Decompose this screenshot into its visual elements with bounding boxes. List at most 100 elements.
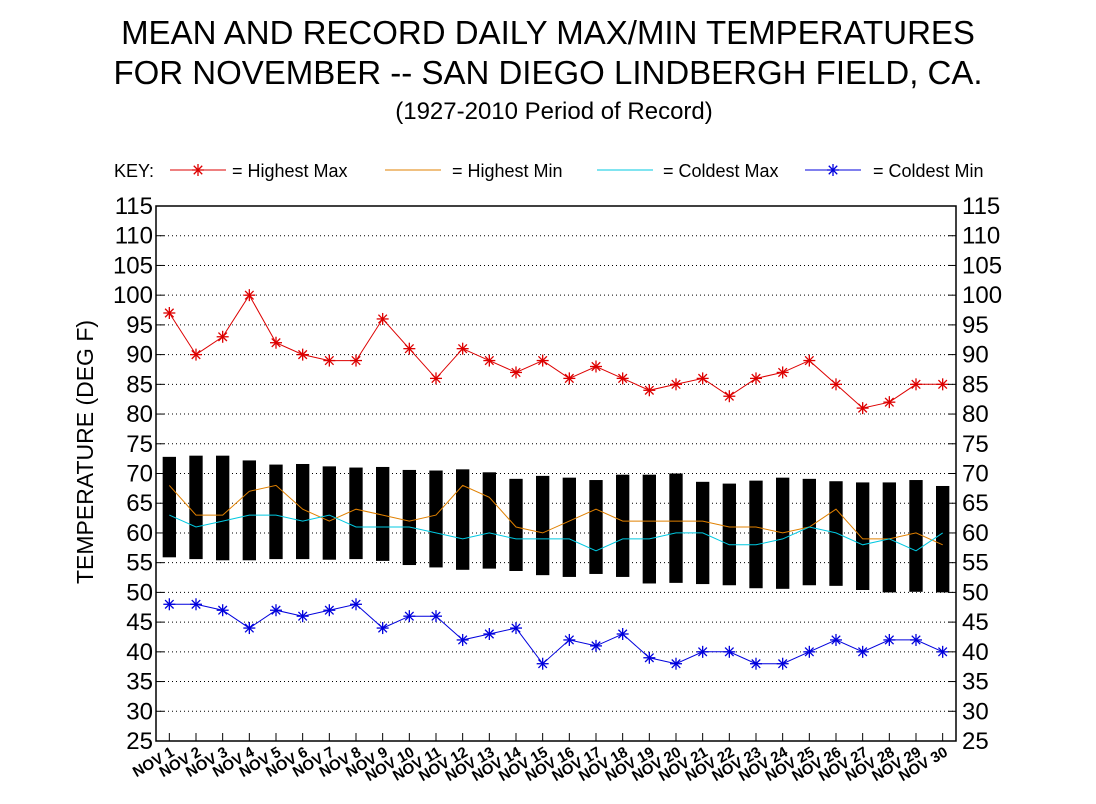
y-tick-label: 65 [126,490,153,517]
coldest-min-point [590,639,602,652]
coldest-min-point [696,645,709,658]
coldest-min-point [296,610,309,623]
coldest-min-point [670,657,682,670]
highest-max-line [168,294,943,409]
mean-range-bar [749,480,763,589]
mean-range-bar [642,474,656,584]
chart-subtitle: (1927-2010 Period of Record) [395,98,713,125]
legend-coldest-min-marker [827,164,839,176]
mean-range-bar [909,480,923,592]
coldest-min-point [723,645,736,658]
coldest-min-point [270,604,282,617]
y-tick-label: 105 [113,252,153,279]
legend-highest-max-star [192,164,204,176]
coldest-min-point [430,610,442,623]
coldest-min-point [403,610,416,623]
highest-max-point [296,348,309,361]
mean-range-bar [509,478,523,571]
mean-bars [162,455,950,593]
mean-range-bar [536,475,550,576]
coldest-min-point [456,633,469,646]
coldest-min-point [510,622,522,635]
y-tick-label: 25 [962,728,989,755]
coldest-min-point [750,657,762,670]
highest-max-point [243,289,256,302]
y-tick-label: 55 [126,550,153,577]
coldest-min-point [163,598,176,611]
y-tick-label: 75 [962,431,989,458]
y-tick-label: 70 [126,461,153,488]
y-tick-label: 90 [126,342,153,369]
y-tick-label: 65 [962,490,989,517]
y-tick-label: 85 [962,371,989,398]
coldest-min-point [856,645,869,658]
y-tick-label: 30 [126,698,153,725]
coldest-min-point [910,633,922,646]
y-tick-label: 90 [962,342,989,369]
y-tick-labels-right: 2530354045505560657075808590951001051101… [962,193,1002,755]
legend: KEY: = Highest Max = Highest Min = Colde… [114,161,984,181]
y-tick-label: 100 [962,282,1002,309]
highest-max-point [910,378,922,391]
y-tick-label: 100 [113,282,153,309]
y-tick-label: 115 [962,193,1000,220]
highest-max-point [883,396,896,409]
y-tick-label: 70 [962,461,989,488]
mean-range-bar [882,482,896,593]
y-tick-label: 40 [962,639,989,666]
y-tick-label: 75 [126,431,153,458]
coldest-min-point [883,633,896,646]
coldest-min-point [350,598,362,611]
y-tick-label: 95 [126,312,153,339]
highest-max-point [323,354,336,367]
mean-range-bar [856,482,870,591]
highest-max-point [696,372,709,385]
coldest-max-line [169,514,943,552]
coldest-min-point [936,645,949,658]
highest-max-point [563,372,576,385]
highest-max-point [750,372,762,385]
coldest-min-point [190,598,202,611]
mean-range-bar [376,466,390,561]
mean-range-bar [829,481,843,586]
highest-max-point [483,354,496,367]
mean-range-bar [429,470,443,568]
highest-max-point [590,360,602,373]
legend-coldest-min-label: = Coldest Min [873,161,984,181]
y-tick-label: 45 [126,609,153,636]
y-tick-label: 80 [962,401,989,428]
highest-max-point [376,312,389,325]
coldest-min-point [323,604,336,617]
coldest-min-line [169,603,943,665]
coldest-min-point [830,633,842,646]
coldest-min-point [563,633,576,646]
mean-range-bar [562,477,576,577]
y-tick-label: 60 [962,520,989,547]
y-tick-label: 25 [126,728,153,755]
mean-range-bar [669,473,683,583]
mean-range-bar [482,472,496,569]
highest-max-point [216,330,229,343]
highest-max-point [190,348,202,361]
mean-range-bar [242,460,256,561]
highest-max-point [830,378,842,391]
y-tick-label: 115 [115,193,153,220]
y-axis-label: TEMPERATURE (DEG F) [72,320,98,584]
highest-max-point [403,342,416,355]
legend-coldest-min-star [827,164,839,176]
mean-range-bar [162,456,176,558]
y-tick-label: 105 [962,252,1002,279]
chart-title-line-2: FOR NOVEMBER -- SAN DIEGO LINDBERGH FIEL… [113,54,983,91]
mean-range-bar [349,467,363,560]
highest-max-point [430,372,442,385]
legend-key-label: KEY: [114,161,154,181]
y-tick-label: 40 [126,639,153,666]
coldest-min-point [243,622,256,635]
highest-max-point [616,372,629,385]
mean-range-bar [269,464,283,560]
y-tick-label: 35 [962,669,989,696]
y-tick-label: 30 [962,698,989,725]
series-lines [168,294,943,665]
highest-max-point [936,378,949,391]
mean-range-bar [322,466,336,560]
